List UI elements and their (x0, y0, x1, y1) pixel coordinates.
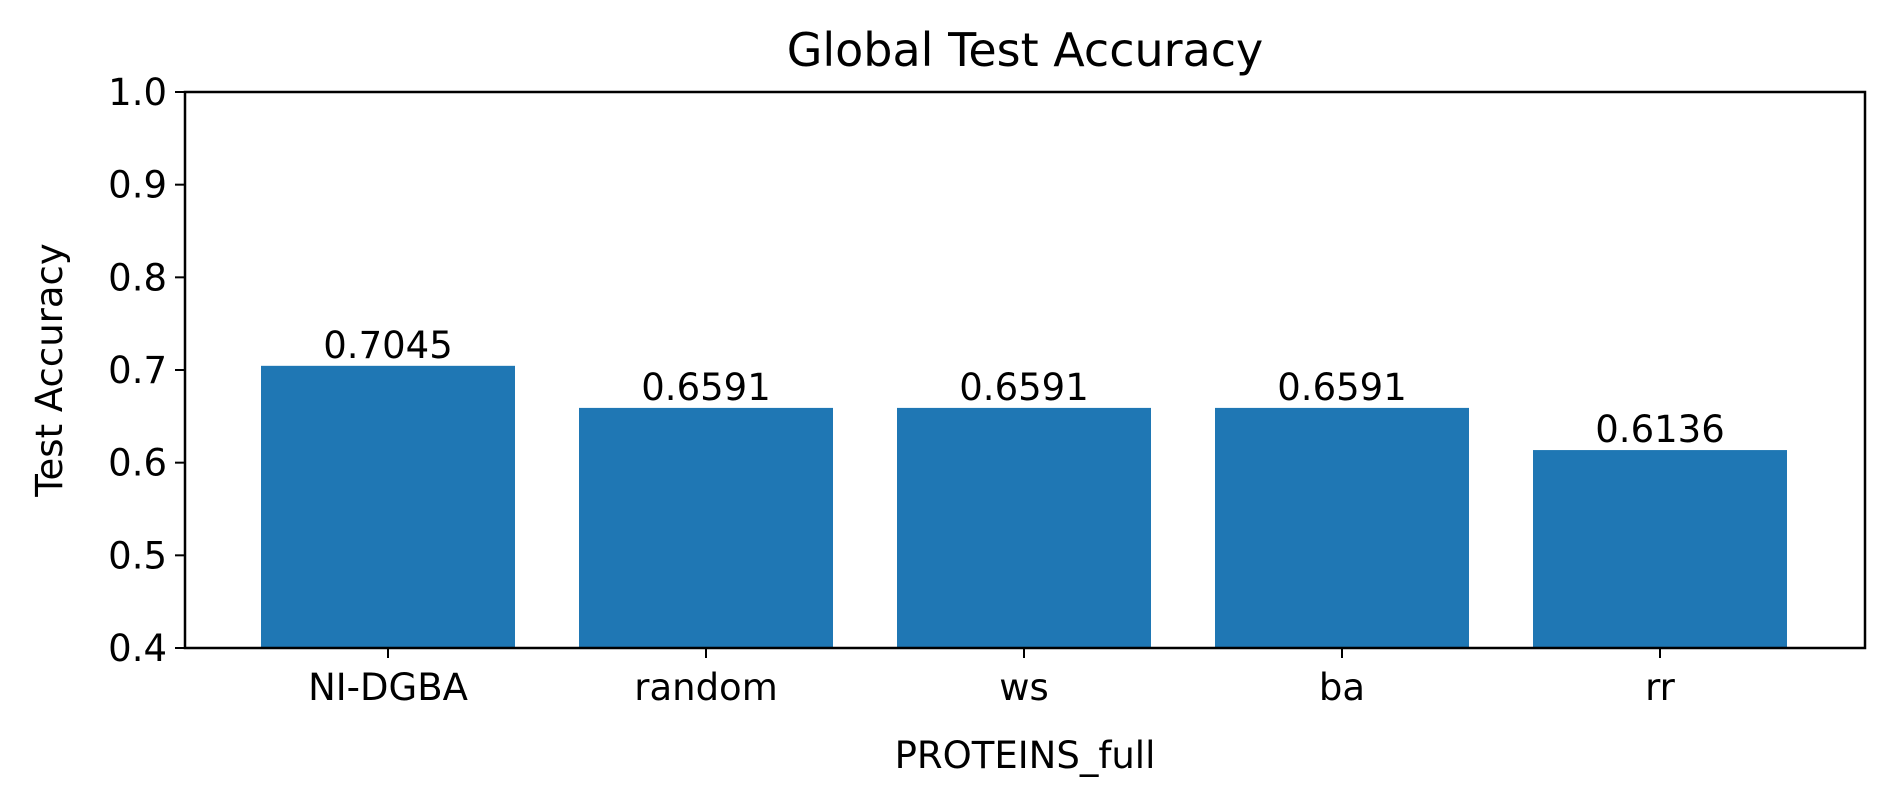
y-tick-label: 0.6 (108, 442, 167, 485)
x-tick-label-ba: ba (1319, 666, 1365, 709)
x-tick-label-NI-DGBA: NI-DGBA (308, 666, 468, 709)
x-tick-label-rr: rr (1645, 666, 1676, 709)
chart-title: Global Test Accuracy (787, 23, 1264, 77)
data-label-random: 0.6591 (641, 366, 770, 409)
data-label-ws: 0.6591 (959, 366, 1088, 409)
y-tick-label: 0.4 (108, 627, 167, 670)
bar-random (579, 407, 833, 648)
y-tick-label: 0.9 (108, 164, 167, 207)
data-label-rr: 0.6136 (1595, 408, 1724, 451)
plot-frame (183, 90, 1867, 650)
x-tick-label-random: random (634, 666, 778, 709)
bar-rr (1533, 450, 1787, 648)
axis-ticks: NI-DGBA random ws ba rr 0.4 0.5 0.6 0.7 0.8 0.9 1.0 (108, 71, 1676, 709)
y-tick-label: 0.8 (108, 256, 167, 299)
data-label-ba: 0.6591 (1277, 366, 1406, 409)
bar-ba (1215, 407, 1469, 648)
y-axis-label: Test Accuracy (28, 243, 71, 498)
bars: 0.7045 0.6591 0.6591 0.6591 0.6136 (261, 324, 1787, 648)
x-tick-label-ws: ws (999, 666, 1049, 709)
x-axis-label: PROTEINS_full (895, 734, 1156, 777)
bar-ws (897, 407, 1151, 648)
data-label-NI-DGBA: 0.7045 (323, 324, 452, 367)
y-tick-label: 0.7 (108, 349, 167, 392)
y-tick-label: 1.0 (108, 71, 167, 114)
y-tick-label: 0.5 (108, 534, 167, 577)
bar-NI-DGBA (261, 365, 515, 648)
